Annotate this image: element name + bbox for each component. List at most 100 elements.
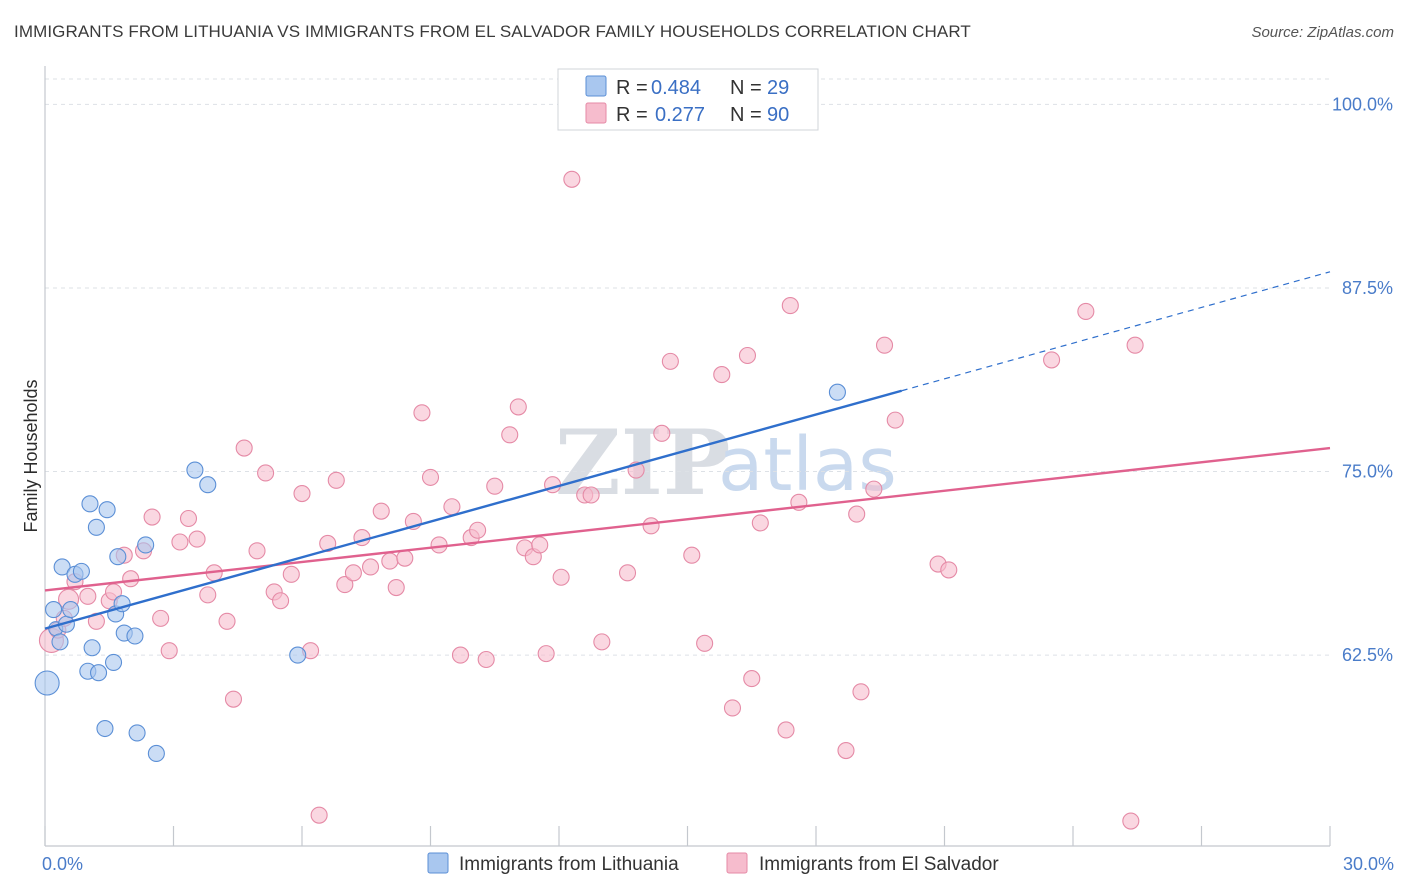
point-elsalvador [781,297,799,315]
bottom-legend-swatch-elsalvador [726,852,748,874]
point-elsalvador [837,741,855,760]
point-elsalvador [451,646,470,664]
y-tick-label: 87.5% [1342,278,1393,298]
point-elsalvador [777,721,795,739]
point-elsalvador [188,530,206,548]
point-elsalvador [642,517,660,535]
point-elsalvador [743,670,761,688]
point-lithuania [34,670,60,696]
series-lithuania-points [34,383,846,763]
y-tick-label: 62.5% [1342,645,1393,665]
legend-r-value-lithuania: 0.484 [651,77,701,99]
point-elsalvador [421,468,440,486]
legend-n-value-elsalvador: 90 [767,104,789,126]
point-elsalvador [940,561,958,579]
point-elsalvador [723,699,742,717]
point-lithuania [104,653,123,671]
point-elsalvador [179,509,198,528]
point-elsalvador [152,609,170,627]
point-elsalvador [713,366,731,384]
point-elsalvador [886,411,904,429]
point-elsalvador [199,586,217,604]
point-lithuania [81,495,99,513]
series-legend: Immigrants from Lithuania Immigrants fro… [427,852,999,875]
point-elsalvador [683,546,701,564]
point-elsalvador [477,650,495,669]
point-elsalvador [218,612,236,630]
point-elsalvador [696,634,714,652]
point-elsalvador [224,690,243,708]
point-elsalvador [143,508,161,526]
chart-title: IMMIGRANTS FROM LITHUANIA VS IMMIGRANTS … [14,22,971,41]
point-lithuania [45,601,63,619]
legend-swatch-elsalvador [585,102,607,124]
point-elsalvador [122,570,140,588]
x-tick-label: 0.0% [42,854,83,874]
point-lithuania [51,633,69,651]
watermark: ZIP atlas [555,410,897,516]
axes [44,66,1331,847]
point-elsalvador [875,336,894,354]
point-elsalvador [582,486,600,504]
legend-n-label-elsalvador: N = [730,104,762,126]
legend-r-label-elsalvador: R = [616,104,648,126]
legend-r-label-lithuania: R = [616,77,648,99]
point-elsalvador [282,565,300,583]
bottom-legend-label-elsalvador: Immigrants from El Salvador [759,854,999,875]
point-lithuania [109,548,127,566]
point-elsalvador [509,398,527,416]
point-elsalvador [344,564,362,582]
point-elsalvador [593,633,611,651]
point-elsalvador [171,533,189,551]
point-elsalvador [319,534,337,553]
point-elsalvador [361,558,380,576]
point-elsalvador [848,505,866,523]
x-tick-labels: 0.0% 30.0% [42,854,1394,874]
point-elsalvador [501,426,519,444]
point-elsalvador [396,549,414,567]
point-elsalvador [160,642,178,660]
point-elsalvador [443,498,461,516]
series-elsalvador-points [38,170,1144,830]
point-elsalvador [618,564,637,582]
point-elsalvador [738,346,757,365]
point-elsalvador [248,542,266,560]
y-tick-label: 75.0% [1342,462,1393,482]
point-elsalvador [372,502,390,520]
point-lithuania [186,461,204,479]
point-elsalvador [469,521,487,539]
trend-line-lithuania [44,389,902,630]
point-lithuania [98,501,116,519]
point-lithuania [128,724,146,742]
trend-line-lithuania-extension [901,271,1331,392]
point-elsalvador [1122,812,1140,830]
point-elsalvador [1077,302,1095,320]
legend-r-value-elsalvador: 0.277 [655,104,705,126]
point-lithuania [62,601,80,619]
y-axis-label: Family Households [21,379,41,532]
point-lithuania [53,558,71,576]
point-elsalvador [661,352,679,370]
point-elsalvador [1043,351,1061,369]
x-tick-label: 30.0% [1343,854,1394,874]
point-elsalvador [1126,336,1144,354]
point-elsalvador [751,514,769,532]
legend-swatch-lithuania [585,75,607,97]
point-elsalvador [310,806,328,824]
point-elsalvador [552,568,570,586]
point-elsalvador [79,587,97,605]
point-elsalvador [336,576,354,594]
chart-source: Source: ZipAtlas.com [1251,24,1394,41]
point-lithuania [72,562,90,580]
y-tick-label: 100.0% [1332,94,1393,114]
point-elsalvador [257,464,275,482]
point-elsalvador [563,170,581,188]
point-lithuania [87,518,105,536]
point-lithuania [96,719,114,738]
point-elsalvador [852,683,870,701]
point-elsalvador [413,404,431,422]
point-elsalvador [293,484,311,503]
point-elsalvador [531,536,549,554]
point-lithuania [89,664,108,682]
